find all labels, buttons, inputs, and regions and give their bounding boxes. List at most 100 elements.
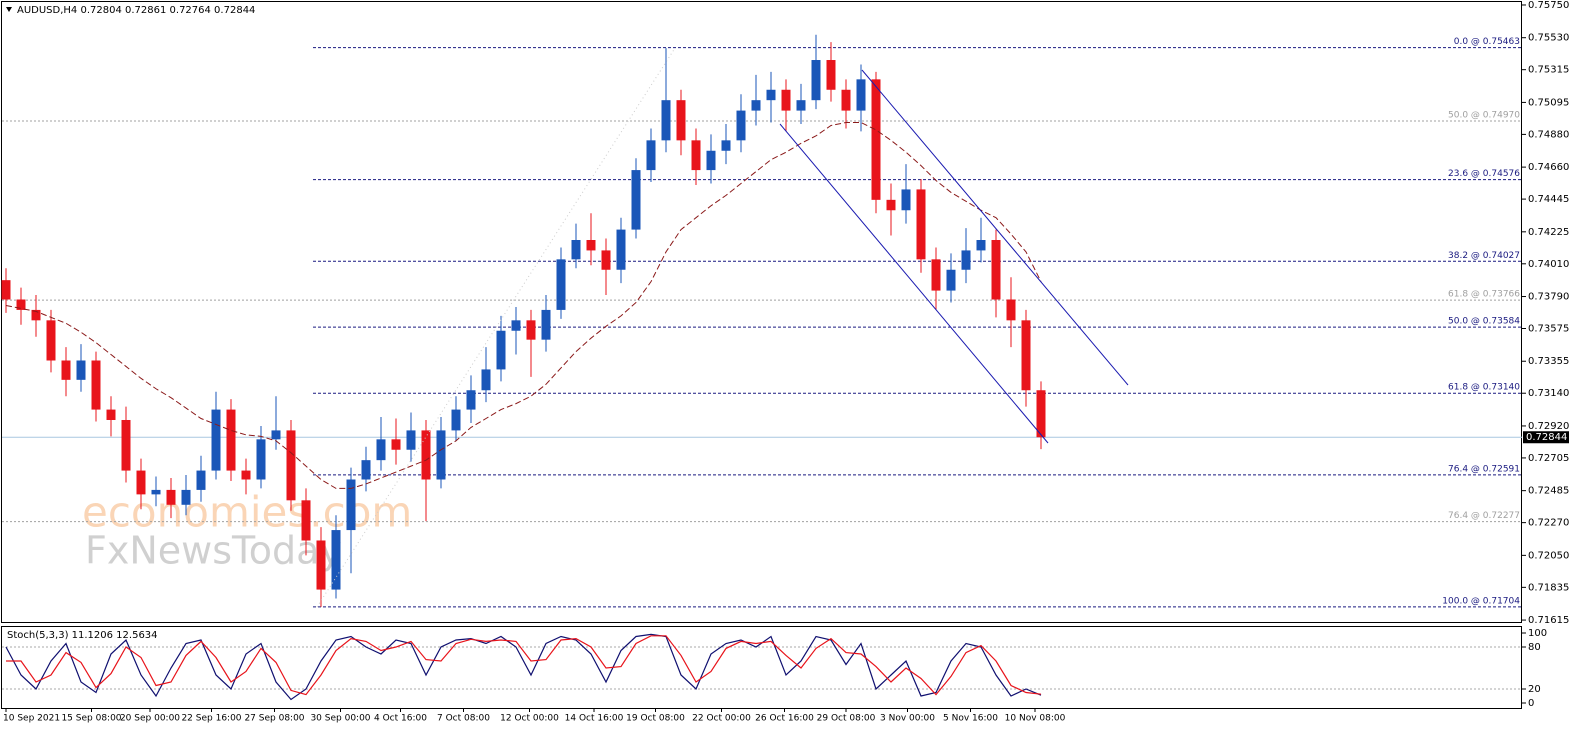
candle-body	[406, 430, 416, 450]
fib-label: 38.2 @ 0.74027	[1448, 251, 1520, 261]
candle-body	[136, 470, 146, 495]
last-price-label: 0.72844	[1526, 432, 1567, 443]
candle-body	[781, 89, 791, 111]
candle-body	[436, 430, 446, 480]
x-tick-label: 30 Sep 00:00	[310, 714, 370, 724]
fib-label: 61.8 @ 0.73766	[1448, 290, 1520, 300]
y-tick-label: 0.71835	[1528, 582, 1569, 593]
candle-body	[961, 250, 971, 270]
candle-body	[751, 100, 761, 111]
candle-body	[346, 479, 356, 531]
y-tick-label: 0.75095	[1528, 97, 1569, 108]
candle-body	[16, 299, 26, 310]
candle-body	[361, 460, 371, 480]
candle-body	[151, 489, 161, 495]
y-tick-label: 0.75750	[1528, 0, 1569, 11]
candle-body	[391, 439, 401, 450]
candle-body	[496, 330, 506, 370]
x-tick-label: 10 Sep 2021	[3, 714, 60, 724]
candle-body	[661, 100, 671, 141]
watermark: FxNewsToday	[85, 529, 342, 573]
x-tick-label: 4 Oct 16:00	[374, 714, 427, 724]
candle-body	[301, 500, 311, 541]
watermark: economies.com	[82, 488, 412, 537]
candle-body	[271, 430, 281, 440]
candle-body	[376, 439, 386, 461]
y-tick-label: 0.73140	[1528, 388, 1569, 399]
x-tick-label: 29 Oct 08:00	[817, 714, 876, 724]
candle-body	[796, 100, 806, 111]
candle-body	[76, 360, 86, 380]
candle-body	[946, 269, 956, 291]
x-tick-label: 12 Oct 00:00	[500, 714, 559, 724]
candle-body	[691, 140, 701, 171]
candle-body	[1, 280, 11, 300]
y-tick-label: 0.75530	[1528, 33, 1569, 44]
last-price-box	[1523, 431, 1569, 444]
candle-body	[676, 100, 686, 141]
candle-body	[556, 259, 566, 310]
candle-body	[526, 320, 536, 340]
stoch-title: Stoch(5,3,3) 11.1206 12.5634	[7, 630, 158, 641]
candle-body	[466, 390, 476, 410]
x-tick-label: 22 Oct 00:00	[692, 714, 751, 724]
y-tick-label: 0.73790	[1528, 292, 1569, 303]
candle-body	[481, 369, 491, 391]
y-tick-label: 0	[1528, 698, 1534, 709]
y-tick-label: 100	[1528, 628, 1547, 639]
chart-title: AUDUSD,H4 0.72804 0.72861 0.72764 0.7284…	[17, 5, 255, 16]
y-tick-label: 0.72705	[1528, 453, 1569, 464]
candle-body	[931, 259, 941, 291]
moving-average	[5, 121, 1042, 489]
y-tick-label: 0.71615	[1528, 615, 1569, 626]
candle-body	[826, 60, 836, 90]
fib-label: 23.6 @ 0.74576	[1448, 169, 1520, 179]
candle-body	[196, 470, 206, 490]
channel-line	[861, 69, 1129, 386]
candle-body	[91, 360, 101, 410]
y-tick-label: 0.74880	[1528, 129, 1569, 140]
x-tick-label: 10 Nov 08:00	[1005, 714, 1066, 724]
fib-label: 100.0 @ 0.71704	[1442, 596, 1520, 606]
y-tick-label: 0.74225	[1528, 227, 1569, 238]
y-tick-label: 80	[1528, 642, 1541, 653]
candle-body	[331, 530, 341, 590]
candle-body	[121, 419, 131, 471]
candle-body	[991, 240, 1001, 300]
x-tick-label: 26 Oct 16:00	[755, 714, 814, 724]
fib-label: 76.4 @ 0.72277	[1448, 511, 1520, 521]
candle-body	[736, 110, 746, 141]
fib-label: 76.4 @ 0.72591	[1448, 464, 1520, 474]
candle-body	[571, 240, 581, 260]
candle-body	[1036, 390, 1046, 438]
candle-body	[586, 240, 596, 251]
x-tick-label: 3 Nov 00:00	[880, 714, 935, 724]
x-tick-label: 22 Sep 16:00	[181, 714, 241, 724]
fib-label: 50.0 @ 0.73584	[1448, 317, 1520, 327]
x-tick-label: 14 Oct 16:00	[565, 714, 624, 724]
candle-body	[916, 189, 926, 260]
candle-body	[451, 409, 461, 431]
y-tick-label: 20	[1528, 684, 1541, 695]
candle-body	[241, 470, 251, 480]
candle-body	[181, 489, 191, 505]
x-tick-label: 7 Oct 08:00	[437, 714, 490, 724]
y-tick-label: 0.72485	[1528, 486, 1569, 497]
candle-body	[976, 240, 986, 251]
candle-body	[706, 150, 716, 171]
stoch-line	[5, 633, 1042, 701]
candle-body	[856, 79, 866, 111]
candle-body	[46, 320, 56, 361]
fib-label: 61.8 @ 0.73140	[1448, 383, 1520, 393]
y-tick-label: 0.72920	[1528, 421, 1569, 432]
candle-body	[31, 309, 41, 321]
candle-body	[541, 309, 551, 340]
candle-body	[286, 430, 296, 501]
candle-body	[721, 140, 731, 151]
x-tick-label: 20 Sep 00:00	[120, 714, 180, 724]
y-tick-label: 0.74660	[1528, 162, 1569, 173]
stoch-line	[6, 635, 1042, 696]
candle-body	[211, 409, 221, 471]
